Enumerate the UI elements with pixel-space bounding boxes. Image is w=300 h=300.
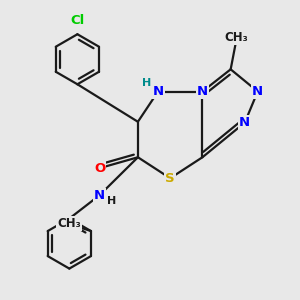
Text: O: O xyxy=(94,162,105,175)
Text: Cl: Cl xyxy=(70,14,85,27)
Text: CH₃: CH₃ xyxy=(57,217,81,230)
Text: N: N xyxy=(197,85,208,98)
Text: S: S xyxy=(165,172,175,185)
Text: N: N xyxy=(152,85,164,98)
Text: H: H xyxy=(107,196,116,206)
Text: CH₃: CH₃ xyxy=(225,32,249,44)
Text: H: H xyxy=(142,78,152,88)
Text: N: N xyxy=(94,189,105,202)
Text: N: N xyxy=(252,85,263,98)
Text: N: N xyxy=(239,116,250,129)
